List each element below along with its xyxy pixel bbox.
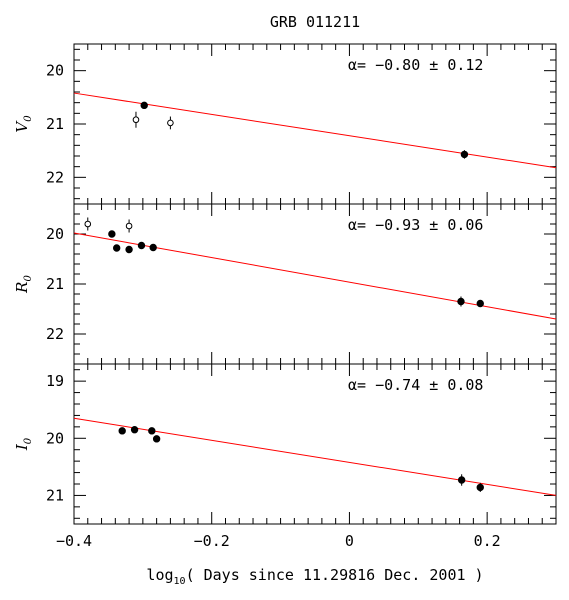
- y-axis-label-sub: 0: [23, 115, 34, 122]
- x-axis-label: log10( Days since 11.29816 Dec. 2001 ): [146, 566, 483, 587]
- data-point-filled: [476, 299, 484, 308]
- data-point-filled: [152, 435, 161, 443]
- data-point-filled: [108, 230, 116, 238]
- y-tick-label: 21: [46, 275, 64, 293]
- data-point-open: [84, 220, 92, 228]
- x-tick-label: −0.2: [194, 532, 230, 550]
- data-point-open: [132, 116, 140, 124]
- panel-I: 19 20 21 I0 α= −0.74 ± 0.08: [13, 363, 557, 525]
- data-point-filled: [140, 101, 148, 110]
- y-tick-label: 20: [46, 429, 64, 447]
- y-axis-label-R: R0: [13, 275, 34, 294]
- y-axis-label-main: I: [13, 443, 31, 451]
- data-point-filled: [149, 243, 157, 252]
- data-point-filled: [457, 297, 465, 306]
- y-tick-label: 22: [46, 325, 64, 343]
- x-axis-tick-labels: −0.4 −0.2 0 0.2: [56, 532, 501, 550]
- data-point-filled: [112, 244, 121, 252]
- panel-V: 20 21 22 V0 α= −0.80 ± 0.12: [13, 43, 557, 205]
- x-axis-label-sub: 10: [174, 576, 186, 587]
- y-axis-label-V: V0: [13, 115, 34, 133]
- x-tick-label: 0: [345, 532, 354, 550]
- y-axis-label-main: V: [13, 120, 31, 133]
- data-point-filled: [125, 245, 133, 254]
- y-tick-label: 20: [46, 225, 64, 243]
- x-tick-label: −0.4: [56, 532, 92, 550]
- data-point-filled: [148, 427, 156, 435]
- y-axis-label-sub: 0: [23, 437, 34, 444]
- y-tick-label: 22: [46, 168, 64, 186]
- data-point-filled: [137, 241, 146, 250]
- data-point-filled: [118, 427, 126, 435]
- alpha-annotation-V: α= −0.80 ± 0.12: [348, 56, 483, 74]
- alpha-annotation-I: α= −0.74 ± 0.08: [348, 376, 483, 394]
- fit-line-R: [73, 232, 557, 320]
- data-point-filled: [460, 150, 469, 159]
- data-point-filled: [130, 426, 139, 434]
- y-tick-label: 21: [46, 486, 64, 504]
- data-point-filled: [476, 483, 484, 492]
- y-axis-label-sub: 0: [23, 275, 34, 282]
- data-point-filled: [457, 476, 466, 484]
- data-point-open: [167, 119, 174, 127]
- y-axis-label-I: I0: [13, 437, 34, 451]
- panel-R: 20 21 22 R0 α= −0.93 ± 0.06: [13, 203, 557, 365]
- fit-line-V: [73, 92, 557, 169]
- x-tick-label: 0.2: [474, 532, 501, 550]
- panel-frame: [73, 43, 557, 205]
- panel-frame: [73, 363, 557, 525]
- alpha-annotation-R: α= −0.93 ± 0.06: [348, 216, 483, 234]
- x-axis-label-log: log: [146, 566, 173, 584]
- y-tick-label: 21: [46, 115, 64, 133]
- x-axis-label-rest: ( Days since 11.29816 Dec. 2001 ): [186, 566, 484, 584]
- chart-title: GRB 011211: [270, 13, 360, 31]
- y-tick-label: 20: [46, 62, 64, 80]
- fit-line-I: [73, 417, 557, 496]
- panel-frame: [73, 203, 557, 365]
- y-tick-label: 19: [46, 372, 64, 390]
- data-point-open: [125, 222, 133, 230]
- y-axis-label-main: R: [13, 282, 31, 294]
